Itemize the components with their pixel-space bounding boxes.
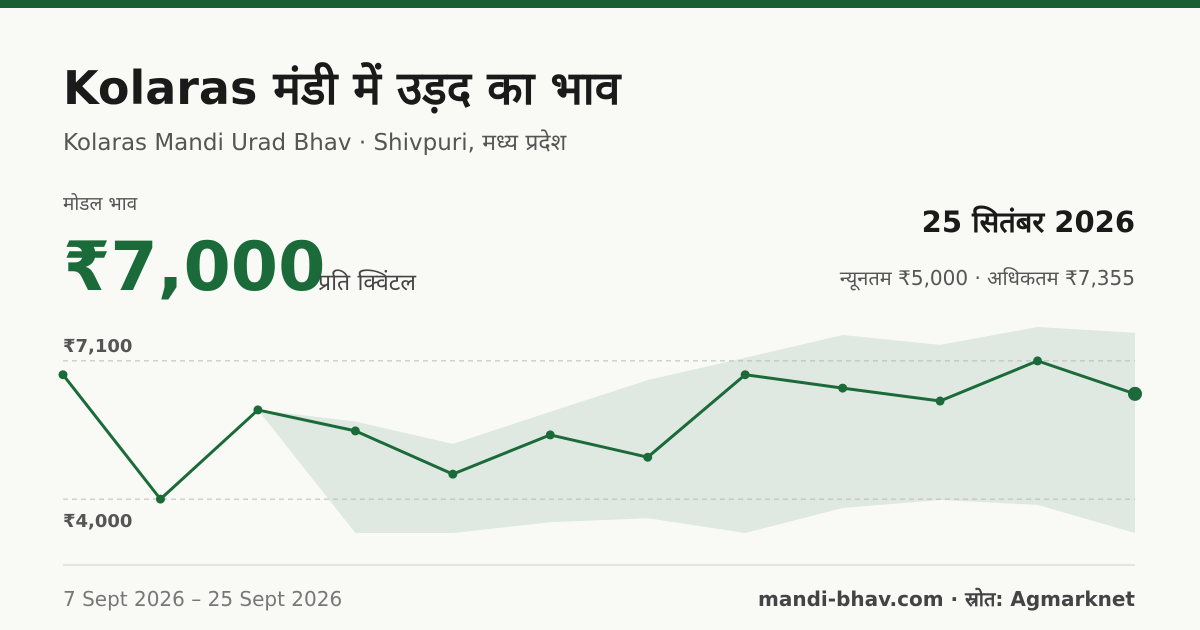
point: [643, 452, 653, 462]
y-tick-label: ₹4,000: [63, 511, 132, 532]
point: [545, 430, 555, 440]
point: [1128, 386, 1142, 401]
range-band: [257, 327, 1136, 533]
price-range: न्यूनतम ₹5,000 · अधिकतम ₹7,355: [840, 266, 1135, 291]
title: Kolaras मंडी में उड़द का भाव: [63, 61, 622, 115]
modal-price: ₹7,000: [63, 228, 325, 307]
price-unit: प्रति क्विंटल: [318, 269, 416, 296]
price-line: [61, 359, 1136, 501]
point: [838, 383, 848, 393]
date: 25 सितंबर 2026: [922, 205, 1135, 239]
subtitle: Kolaras Mandi Urad Bhav · Shivpuri, मध्य…: [63, 129, 567, 156]
period: 7 Sept 2026 – 25 Sept 2026: [63, 587, 342, 611]
point: [350, 426, 360, 436]
y-tick-label: ₹7,100: [63, 336, 132, 357]
source: mandi-bhav.com · स्रोत: Agmarknet: [758, 587, 1135, 611]
point: [448, 469, 458, 479]
point: [253, 405, 263, 415]
top-bar: [0, 0, 1200, 8]
point: [1033, 356, 1043, 366]
point: [155, 494, 165, 504]
point: [935, 396, 945, 406]
price-label: मोडल भाव: [63, 192, 138, 215]
point: [740, 370, 750, 380]
point: [58, 370, 68, 380]
